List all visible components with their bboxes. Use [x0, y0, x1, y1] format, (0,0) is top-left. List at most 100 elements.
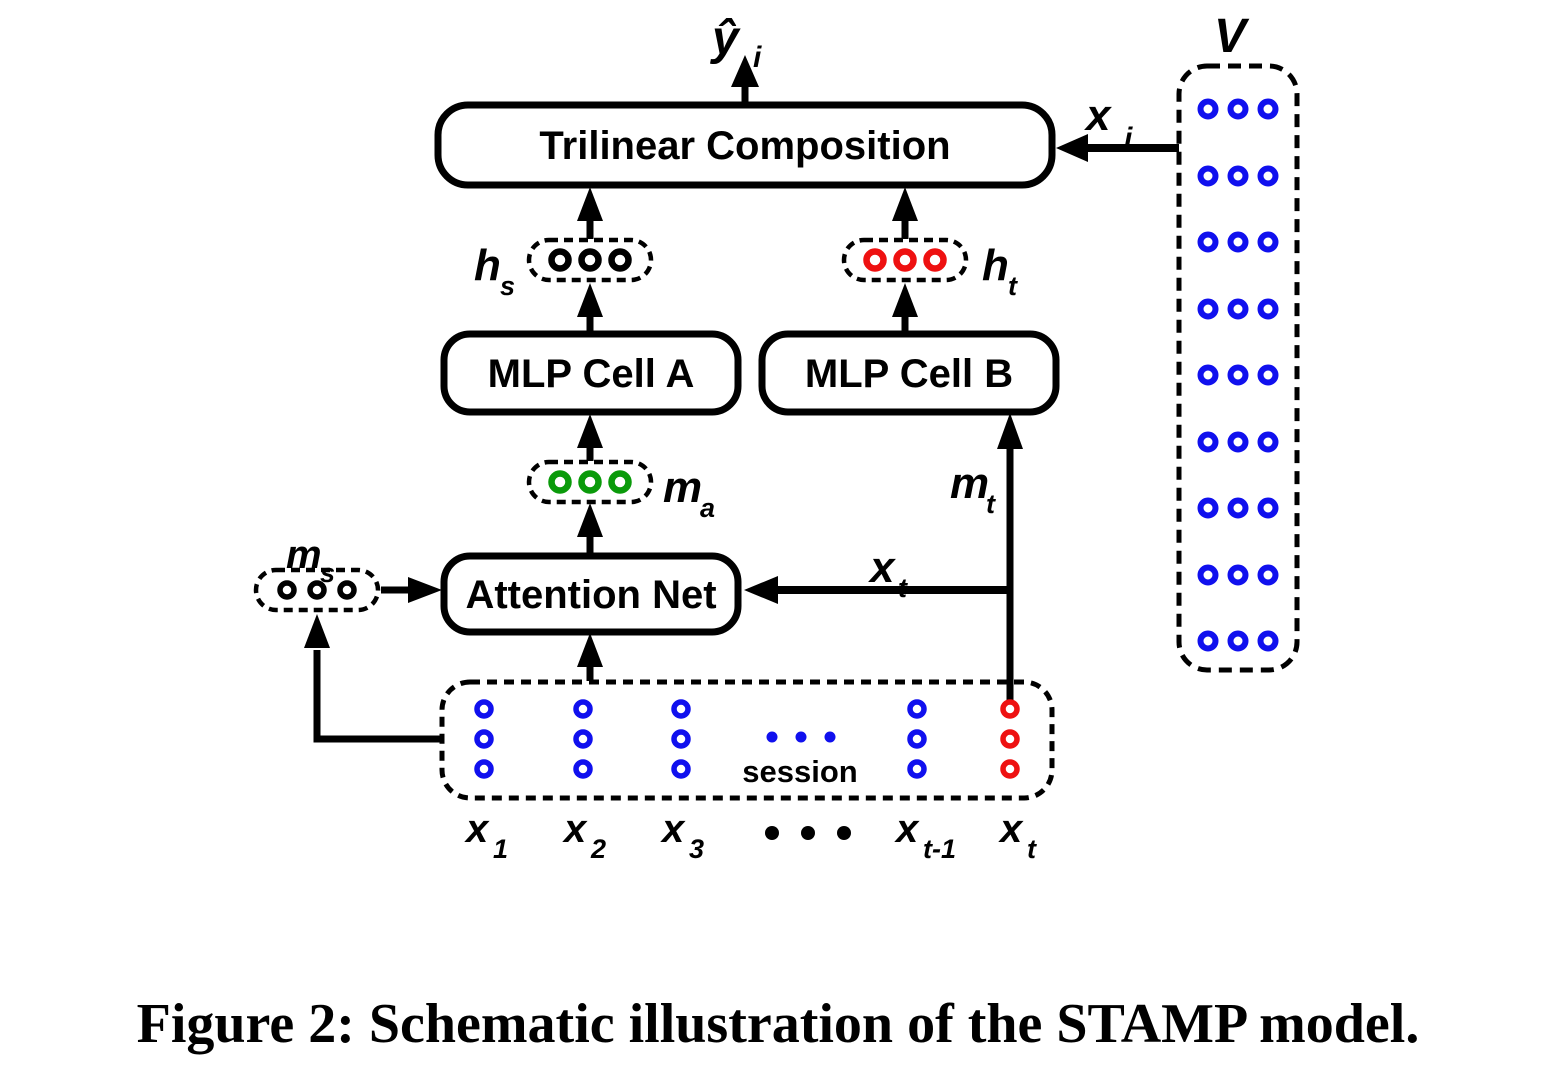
cell-circle [1197, 298, 1219, 320]
attention-net-label: Attention Net [465, 573, 716, 617]
cell-circle [474, 729, 494, 749]
cell-circle [1227, 497, 1249, 519]
cell-circle [1257, 98, 1279, 120]
trilinear-composition-label: Trilinear Composition [539, 124, 950, 168]
m-a-vector: m a [526, 414, 715, 523]
ellipsis-dot [801, 826, 815, 840]
cell-circle [573, 729, 593, 749]
xt-item-sub: t [1027, 834, 1037, 864]
cell-circle [671, 729, 691, 749]
cell-circle [337, 580, 357, 600]
cell-circle [548, 470, 572, 494]
session-container: session [439, 679, 1055, 801]
x3-sub: 3 [689, 834, 704, 864]
cell-circle [1257, 298, 1279, 320]
x2-sub: 2 [590, 834, 606, 864]
m-a-sub: a [700, 493, 715, 523]
session-circles [474, 699, 1020, 779]
h-t-vector: h t [841, 187, 1018, 301]
session-inner-ellipsis [766, 731, 836, 743]
cell-circle-last [1000, 729, 1020, 749]
cell-circle [907, 699, 927, 719]
cell-circle [1257, 231, 1279, 253]
mlpb-to-ht-arrow-head [892, 283, 918, 317]
cell-circle [1257, 364, 1279, 386]
session-to-ms-arrow-shaft [313, 650, 442, 743]
cell-circle [474, 699, 494, 719]
y-hat-sub: i [753, 41, 762, 74]
cell-circle [1227, 630, 1249, 652]
cell-circle [277, 580, 297, 600]
h-s-oval [526, 237, 654, 283]
cell-circle [578, 248, 602, 272]
cell-circle [1227, 98, 1249, 120]
cell-circle [573, 699, 593, 719]
m-t-input: m t [950, 413, 1023, 700]
x-i-input: x i [1056, 91, 1179, 162]
x3-label: x [660, 807, 686, 851]
cell-circle [907, 729, 927, 749]
session-to-attention-arrow-head [577, 633, 603, 667]
h-t-oval [841, 237, 969, 283]
cell-circle [573, 759, 593, 779]
cell-circle [1197, 497, 1219, 519]
cell-circle [578, 470, 602, 494]
session-label: session [742, 754, 857, 789]
h-s-label: h [474, 241, 501, 290]
cell-circle [1227, 231, 1249, 253]
session-to-ms-arrow-head [304, 614, 330, 648]
h-t-label: h [982, 241, 1009, 290]
cell-circle [608, 470, 632, 494]
cell-circle [1227, 298, 1249, 320]
cell-circle [1227, 431, 1249, 453]
cell-circle [671, 699, 691, 719]
x2-label: x [562, 807, 588, 851]
cell-circle [474, 759, 494, 779]
mlpa-to-hs-arrow-head [577, 283, 603, 317]
cell-circle [1197, 431, 1219, 453]
mlp-cell-a-box [440, 330, 742, 416]
cell-circle [548, 248, 572, 272]
ellipsis-dot [837, 826, 851, 840]
cell-circle [307, 580, 327, 600]
ellipsis-dot [824, 731, 836, 743]
m-t-label: m [950, 459, 989, 508]
x-i-sub: i [1124, 122, 1133, 155]
cell-circle [923, 248, 947, 272]
x-i-arrow-head [1056, 134, 1088, 162]
cell-circle [1257, 497, 1279, 519]
cell-circle [863, 248, 887, 272]
v-matrix-box [1176, 63, 1300, 673]
y-hat-output: ŷ i [710, 12, 762, 104]
v-matrix: V [1176, 10, 1300, 673]
ma-to-mlpa-arrow-head [577, 414, 603, 448]
m-t-sub: t [986, 489, 996, 519]
y-hat-label: ŷ [710, 12, 741, 65]
cell-circle [893, 248, 917, 272]
m-s-sub: s [320, 558, 335, 588]
cell-circle-last [1000, 759, 1020, 779]
cell-circle [1227, 564, 1249, 586]
x1-label: x [464, 807, 490, 851]
cell-circle [1257, 564, 1279, 586]
hs-to-trilinear-arrow-head [577, 187, 603, 221]
mlp-cell-b-box [758, 330, 1060, 416]
x1-sub: 1 [493, 834, 508, 864]
m-s-vector: m s [253, 533, 442, 613]
trilinear-composition-box [434, 101, 1056, 189]
cell-circle [1197, 564, 1219, 586]
m-a-label: m [663, 463, 702, 512]
ms-to-attention-arrow-head [408, 577, 442, 603]
ellipsis-dot [766, 731, 778, 743]
label-ellipsis [765, 826, 851, 840]
cell-circle [1227, 364, 1249, 386]
cell-circle [1197, 165, 1219, 187]
h-s-vector: h s [474, 187, 654, 301]
xt-1-label: x [894, 807, 920, 851]
cell-circle [1197, 98, 1219, 120]
attention-to-ma-arrow-head [577, 503, 603, 537]
mlp-cell-b-label: MLP Cell B [805, 352, 1013, 396]
xt-item-label: x [998, 807, 1024, 851]
xt-arrow-head [744, 576, 778, 604]
cell-circle [608, 248, 632, 272]
